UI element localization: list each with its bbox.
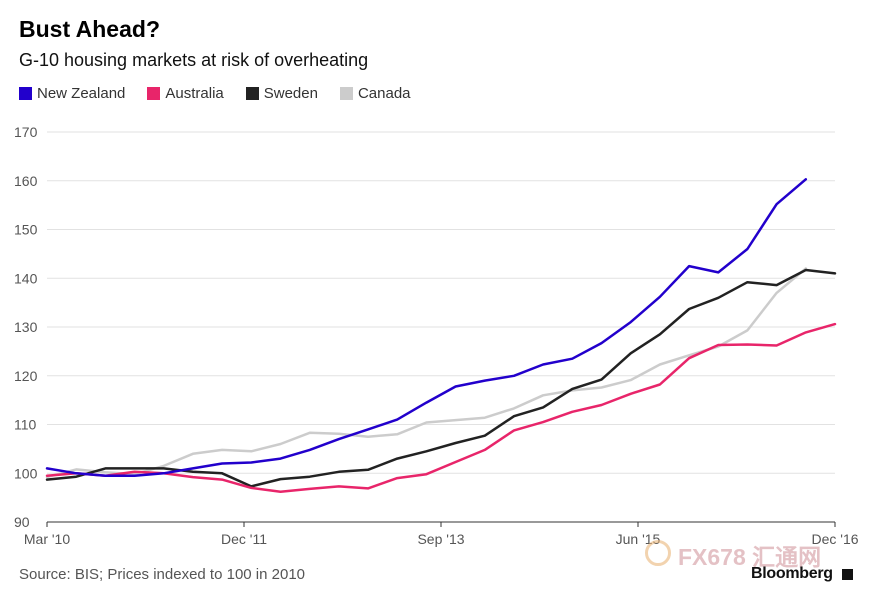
series-line-australia: [45, 322, 837, 494]
y-tick-label: 170: [14, 124, 38, 140]
legend: New Zealand Australia Sweden Canada: [19, 85, 411, 102]
brand-logo: Bloomberg: [751, 565, 833, 582]
legend-label-sweden: Sweden: [263, 85, 318, 102]
legend-item-australia[interactable]: Australia: [147, 85, 224, 102]
series-line-sweden: [45, 268, 837, 488]
legend-item-new-zealand[interactable]: New Zealand: [19, 85, 125, 102]
legend-swatch-australia: [147, 87, 161, 100]
legend-label-canada: Canada: [357, 85, 411, 102]
legend-label-australia: Australia: [165, 85, 224, 102]
legend-swatch-new-zealand: [19, 87, 32, 100]
watermark-logo-icon: [645, 540, 671, 566]
chart-subtitle: G-10 housing markets at risk of overheat…: [19, 50, 369, 70]
series-line-new-zealand: [45, 178, 808, 477]
legend-swatch-sweden: [245, 87, 259, 100]
legend-swatch-canada: [339, 87, 353, 100]
brand-chart-icon: [842, 569, 853, 580]
chart-title: Bust Ahead?: [19, 16, 160, 42]
y-tick-label: 90: [14, 514, 30, 530]
y-tick-label: 130: [14, 319, 38, 335]
y-tick-label: 100: [14, 465, 38, 481]
y-tick-label: 140: [14, 270, 38, 286]
legend-item-sweden[interactable]: Sweden: [245, 85, 318, 102]
y-tick-label: 110: [14, 417, 37, 433]
x-tick-label: Sep '13: [417, 531, 464, 547]
source-note: Source: BIS; Prices indexed to 100 in 20…: [19, 566, 306, 583]
y-tick-label: 160: [14, 173, 38, 189]
y-tick-label: 120: [14, 368, 38, 384]
legend-label-new-zealand: New Zealand: [37, 85, 126, 102]
y-tick-label: 150: [14, 222, 38, 238]
x-tick-label: Dec '11: [221, 531, 267, 547]
series-line-canada: [45, 267, 808, 479]
x-tick-label: Dec '16: [811, 531, 858, 547]
legend-item-canada[interactable]: Canada: [339, 85, 411, 102]
watermark: FX678 汇通网: [678, 544, 822, 570]
x-tick-label: Mar '10: [24, 531, 70, 547]
